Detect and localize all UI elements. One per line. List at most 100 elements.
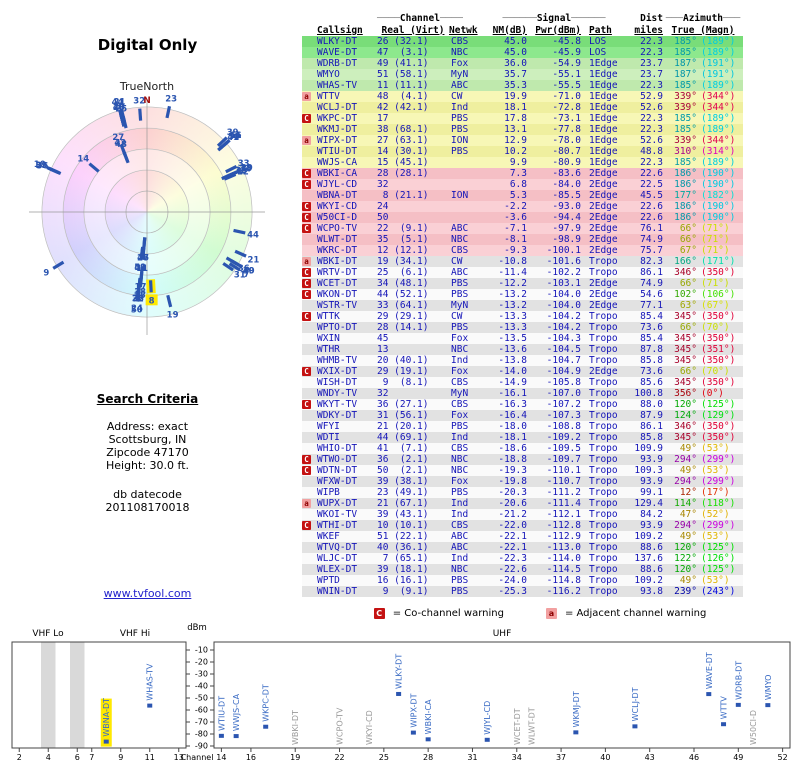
table-row[interactable]: C WBKI-CA 28 (28.1) 7.3 -83.6 2Edge 22.6 186° (1…	[302, 168, 743, 179]
table-row[interactable]: WIPB 23 (49.1) PBS -20.3 -111.2 Tropo 99.1 12° (…	[302, 487, 743, 498]
table-row[interactable]: C WTWO-DT 36 (2.1) NBC -18.8 -109.7 Tropo 93.9 2…	[302, 454, 743, 465]
table-row[interactable]: WSTR-TV 33 (64.1) MyN -13.2 -104.0 2Edge 77.1 6…	[302, 300, 743, 311]
miles-cell: 99.1	[640, 487, 663, 498]
table-row[interactable]: WLWT-DT 35 (5.1) NBC -8.1 -98.9 2Edge 74.9 66° (…	[302, 234, 743, 245]
table-row[interactable]: WKOI-TV 39 (43.1) Ind -21.2 -112.1 Tropo 84.2 4…	[302, 509, 743, 520]
pwr-cell: -112.9	[546, 531, 581, 542]
table-row[interactable]: C WCPO-TV 22 (9.1) ABC -7.1 -97.9 2Edge 76.1 66°…	[302, 223, 743, 234]
table-row[interactable]: WDRB-DT 49 (41.1) Fox 36.0 -54.9 1Edge 23.7 187…	[302, 58, 743, 69]
miles-cell: 22.3	[640, 47, 663, 58]
azimuth-true-cell: 345°	[674, 311, 697, 322]
table-row[interactable]: C WTTK 29 (29.1) CW -13.3 -104.2 Tropo 85.4 345°…	[302, 311, 743, 322]
warning-cell: C	[302, 311, 315, 322]
warning-cell	[302, 344, 315, 355]
nm-cell: -9.3	[504, 245, 527, 256]
azimuth-true-cell: 339°	[674, 91, 697, 102]
network-cell: PBS	[451, 289, 469, 300]
table-row[interactable]: WKMJ-DT 38 (68.1) PBS 13.1 -77.8 1Edge 22.3 185…	[302, 124, 743, 135]
path-cell: 1Edge	[589, 102, 618, 113]
radar-marker-label: 16	[230, 131, 242, 141]
nm-cell: 5.3	[509, 190, 527, 201]
table-row[interactable]: a WBKI-DT 19 (34.1) CW -10.8 -101.6 Tropo 82.3 1…	[302, 256, 743, 267]
table-row[interactable]: WHIO-DT 41 (7.1) CBS -18.6 -109.5 Tropo 109.9 4…	[302, 443, 743, 454]
azimuth-magn-cell: (70°)	[701, 322, 730, 333]
warning-cell	[302, 80, 315, 91]
table-row[interactable]: WLKY-DT 26 (32.1) CBS 45.0 -45.8 LOS 22.3 185° (…	[302, 36, 743, 47]
table-row[interactable]: WFXW-DT 39 (38.1) Fox -19.8 -110.7 Tropo 93.9 2…	[302, 476, 743, 487]
table-row[interactable]: WFYI 21 (20.1) PBS -18.0 -108.8 Tropo 86.1 346°…	[302, 421, 743, 432]
table-row[interactable]: WTVQ-DT 40 (36.1) ABC -22.1 -113.0 Tropo 88.6 1…	[302, 542, 743, 553]
table-row[interactable]: C WDTN-DT 50 (2.1) NBC -19.3 -110.1 Tropo 109.3…	[302, 465, 743, 476]
table-row[interactable]: WWJS-CA 15 (45.1) 9.9 -80.9 1Edge 22.3 185° (18…	[302, 157, 743, 168]
network-cell: CW	[451, 311, 463, 322]
table-row[interactable]: C WKPC-DT 17 PBS 17.8 -73.1 1Edge 22.3 185° (189°…	[302, 113, 743, 124]
miles-cell: 22.3	[640, 124, 663, 135]
table-row[interactable]: C WKON-DT 44 (52.1) PBS -13.2 -104.0 2Edge 54.6…	[302, 289, 743, 300]
table-row[interactable]: C WRTV-DT 25 (6.1) ABC -11.4 -102.2 Tropo 86.1 3…	[302, 267, 743, 278]
table-row[interactable]: C WCET-DT 34 (48.1) PBS -12.2 -103.1 2Edge 74.9…	[302, 278, 743, 289]
table-row[interactable]: WKRC-DT 12 (12.1) CBS -9.3 -100.1 2Edge 75.7 67…	[302, 245, 743, 256]
table-row[interactable]: WXIN 45 Fox -13.5 -104.3 Tropo 85.4 345° (350°)	[302, 333, 743, 344]
table-row[interactable]: WDTI 44 (69.1) Ind -18.1 -109.2 Tropo 85.8 345°…	[302, 432, 743, 443]
table-row[interactable]: WHAS-TV 11 (11.1) ABC 35.3 -55.5 1Edge 22.3 185…	[302, 80, 743, 91]
pwr-cell: -112.1	[546, 509, 581, 520]
azimuth-true-cell: 345°	[674, 432, 697, 443]
channel-cell: 24	[377, 201, 389, 212]
azimuth-true-cell: 124°	[674, 410, 697, 421]
azimuth-true-cell: 66°	[679, 366, 697, 377]
dbm-tick-label: -30	[195, 670, 208, 679]
station-label: WKPC-DT	[262, 684, 271, 722]
table-row[interactable]: WDKY-DT 31 (56.1) Fox -16.4 -107.3 Tropo 87.9 1…	[302, 410, 743, 421]
table-row[interactable]: WTIU-DT 14 (30.1) PBS 10.2 -80.7 1Edge 48.8 310…	[302, 146, 743, 157]
table-row[interactable]: WNDY-TV 32 MyN -16.1 -107.0 Tropo 100.8 356° (0°…	[302, 388, 743, 399]
nm-cell: 35.7	[504, 69, 527, 80]
table-row[interactable]: WNIN-DT 9 (9.1) PBS -25.3 -116.2 Tropo 93.8 23…	[302, 586, 743, 597]
channel-cell: 41 (7.1)	[377, 443, 429, 454]
channel-cell: 11 (11.1)	[377, 80, 429, 91]
azimuth-true-cell: 345°	[674, 355, 697, 366]
table-row[interactable]: WAVE-DT 47 (3.1) NBC 45.0 -45.9 LOS 22.3 185° (1…	[302, 47, 743, 58]
channel-tick-label: 14	[216, 753, 226, 762]
table-row[interactable]: C WTHI-DT 10 (10.1) CBS -22.0 -112.8 Tropo 93.9…	[302, 520, 743, 531]
radar-marker-label: 51	[134, 263, 146, 273]
pwr-cell: -94.4	[552, 212, 581, 223]
table-row[interactable]: WCLJ-DT 42 (42.1) Ind 18.1 -72.8 1Edge 52.6 339…	[302, 102, 743, 113]
table-row[interactable]: a WUPX-DT 21 (67.1) Ind -20.6 -111.4 Tropo 129.…	[302, 498, 743, 509]
warning-cell	[302, 476, 315, 487]
table-row[interactable]: C W50CI-D 50 -3.6 -94.4 2Edge 22.6 186° (190°)	[302, 212, 743, 223]
pwr-cell: -78.0	[552, 135, 581, 146]
miles-cell: 22.5	[640, 179, 663, 190]
table-row[interactable]: WMYO 51 (58.1) MyN 35.7 -55.1 1Edge 23.7 187° (1…	[302, 69, 743, 80]
miles-cell: 23.7	[640, 58, 663, 69]
table-row[interactable]: WKEF 51 (22.1) ABC -22.1 -112.9 Tropo 109.2 49°…	[302, 531, 743, 542]
station-label-weak: WBKI-DT	[291, 710, 300, 745]
table-row[interactable]: C WJYL-CD 32 6.8 -84.0 2Edge 22.5 186° (190°)	[302, 179, 743, 190]
azimuth-magn-cell: (350°)	[701, 311, 736, 322]
dbm-tick-label: -90	[195, 742, 208, 751]
network-cell: ABC	[451, 80, 469, 91]
azimuth-true-cell: 67°	[679, 245, 697, 256]
table-row[interactable]: C WXIX-DT 29 (19.1) Fox -14.0 -104.9 2Edge 73.6…	[302, 366, 743, 377]
warning-cell	[302, 58, 315, 69]
table-row[interactable]: WPTD 16 (16.1) PBS -24.0 -114.8 Tropo 109.2 49°…	[302, 575, 743, 586]
shaded-channel-band	[41, 642, 56, 748]
miles-cell: 86.1	[640, 421, 663, 432]
co-channel-warning-icon: C	[302, 289, 311, 299]
table-row[interactable]: a WTTV 48 (4.1) CW 19.9 -71.0 1Edge 52.9 339° (34…	[302, 91, 743, 102]
table-row[interactable]: C WKYT-TV 36 (27.1) CBS -16.3 -107.2 Tropo 88.0…	[302, 399, 743, 410]
nm-cell: -22.6	[498, 564, 527, 575]
table-row[interactable]: WPTO-DT 28 (14.1) PBS -13.3 -104.2 Tropo 73.6 6…	[302, 322, 743, 333]
table-row[interactable]: WLEX-DT 39 (18.1) NBC -22.6 -114.5 Tropo 88.6 1…	[302, 564, 743, 575]
table-row[interactable]: C WKYI-CD 24 -2.2 -93.0 2Edge 22.6 186° (190°)	[302, 201, 743, 212]
tvfool-link[interactable]: www.tvfool.com	[103, 587, 192, 600]
network-cell	[449, 157, 485, 168]
table-row[interactable]: WLJC-DT 7 (65.1) Ind -22.3 -114.0 Tropo 137.6…	[302, 553, 743, 564]
table-row[interactable]: a WIPX-DT 27 (63.1) ION 12.9 -78.0 1Edge 52.6 33…	[302, 135, 743, 146]
table-row[interactable]: WISH-DT 9 (8.1) CBS -14.9 -105.8 Tropo 85.6 34…	[302, 377, 743, 388]
azimuth-true-cell: 339°	[674, 135, 697, 146]
warning-cell	[302, 586, 315, 597]
table-row[interactable]: WTHR 13 NBC -13.6 -104.5 Tropo 87.8 345° (351°)	[302, 344, 743, 355]
table-row[interactable]: WHMB-TV 20 (40.1) Ind -13.8 -104.7 Tropo 85.8 3…	[302, 355, 743, 366]
table-row[interactable]: WBNA-DT 8 (21.1) ION 5.3 -85.5 2Edge 45.5 177°…	[302, 190, 743, 201]
warning-cell: C	[302, 113, 315, 124]
